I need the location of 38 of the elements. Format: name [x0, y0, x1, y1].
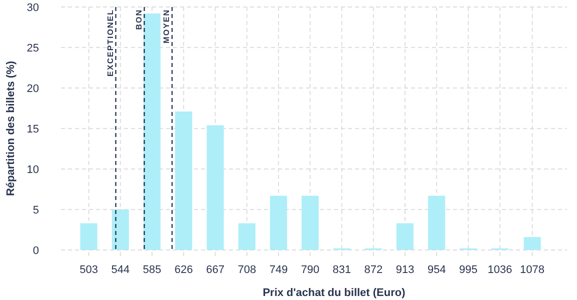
x-tick-label: 1036 — [488, 264, 512, 276]
y-tick-label: 15 — [26, 123, 39, 136]
bar — [206, 125, 224, 250]
y-tick-label: 5 — [32, 204, 39, 216]
bar — [143, 13, 161, 250]
x-axis-title: Prix d'achat du billet (Euro) — [262, 287, 406, 299]
x-tick-label: 995 — [459, 264, 478, 276]
x-tick-label: 585 — [142, 264, 162, 276]
y-tick-label: 20 — [26, 82, 39, 95]
x-tick-label: 749 — [269, 264, 288, 276]
y-tick-label: 25 — [26, 42, 39, 54]
bar — [270, 196, 288, 250]
x-tick-label: 708 — [238, 264, 256, 276]
x-tick-label: 503 — [80, 264, 98, 276]
x-tick-label: 667 — [206, 264, 224, 276]
y-tick-label: 30 — [26, 2, 39, 14]
bar — [428, 196, 446, 250]
x-tick-label: 954 — [427, 264, 446, 276]
y-tick-label: 0 — [32, 244, 39, 257]
x-tick-label: 913 — [396, 264, 414, 276]
bar — [80, 223, 98, 250]
bar — [112, 210, 129, 250]
ref-line-label: MOYEN — [162, 9, 172, 44]
x-tick-label: 626 — [174, 264, 193, 276]
bar — [238, 223, 256, 250]
bar — [175, 111, 192, 250]
y-axis-title: Répartition des billets (%) — [5, 60, 17, 196]
x-tick-label: 544 — [111, 264, 130, 276]
ref-line-label: EXCEPTIONEL — [106, 9, 115, 76]
x-tick-label: 831 — [332, 264, 351, 276]
x-tick-label: 1078 — [520, 264, 545, 276]
y-tick-label: 10 — [26, 164, 39, 176]
ref-line-label: BON — [134, 9, 144, 30]
x-tick-label: 872 — [364, 264, 383, 276]
x-tick-label: 790 — [300, 264, 320, 276]
bar — [396, 223, 414, 250]
bar — [302, 196, 319, 250]
bar — [524, 237, 541, 250]
